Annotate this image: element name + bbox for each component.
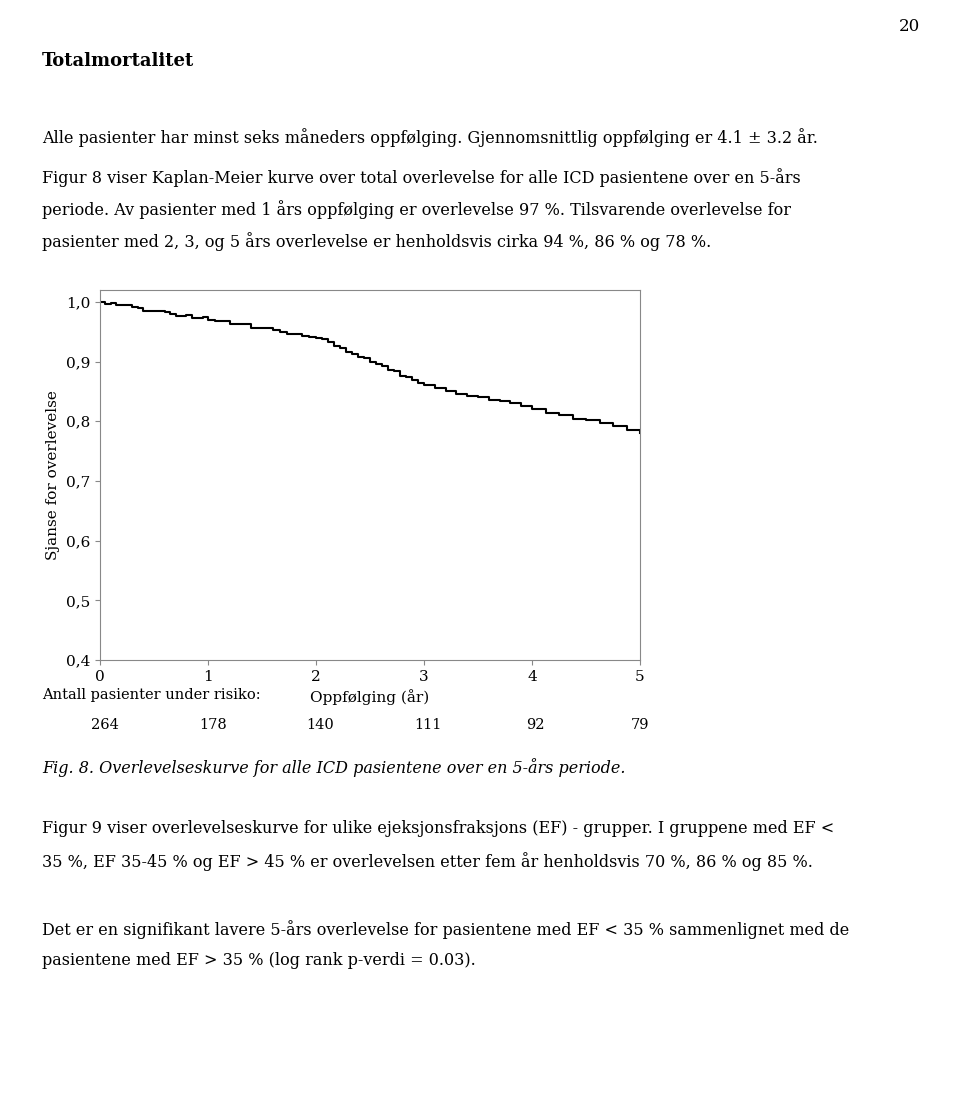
Text: pasientene med EF > 35 % (log rank p-verdi = 0.03).: pasientene med EF > 35 % (log rank p-ver… xyxy=(42,952,476,969)
Text: Antall pasienter under risiko:: Antall pasienter under risiko: xyxy=(42,688,260,702)
Text: Figur 9 viser overlevelseskurve for ulike ejeksjonsfraksjons (EF) - grupper. I g: Figur 9 viser overlevelseskurve for ulik… xyxy=(42,820,834,837)
Text: 35 %, EF 35-45 % og EF > 45 % er overlevelsen etter fem år henholdsvis 70 %, 86 : 35 %, EF 35-45 % og EF > 45 % er overlev… xyxy=(42,852,813,871)
Text: 20: 20 xyxy=(899,18,920,35)
Text: Figur 8 viser Kaplan-Meier kurve over total overlevelse for alle ICD pasientene : Figur 8 viser Kaplan-Meier kurve over to… xyxy=(42,168,801,187)
Text: Fig. 8. Overlevelseskurve for alle ICD pasientene over en 5-års periode.: Fig. 8. Overlevelseskurve for alle ICD p… xyxy=(42,758,626,777)
Text: 92: 92 xyxy=(526,718,544,732)
Text: periode. Av pasienter med 1 års oppfølging er overlevelse 97 %. Tilsvarende over: periode. Av pasienter med 1 års oppfølgi… xyxy=(42,200,791,219)
Text: 178: 178 xyxy=(199,718,227,732)
Text: 79: 79 xyxy=(631,718,649,732)
Text: 140: 140 xyxy=(306,718,334,732)
Text: 264: 264 xyxy=(91,718,119,732)
Text: Totalmortalitet: Totalmortalitet xyxy=(42,52,194,70)
Text: 111: 111 xyxy=(415,718,442,732)
Text: Det er en signifikant lavere 5-års overlevelse for pasientene med EF < 35 % samm: Det er en signifikant lavere 5-års overl… xyxy=(42,920,850,938)
Text: Alle pasienter har minst seks måneders oppfølging. Gjennomsnittlig oppfølging er: Alle pasienter har minst seks måneders o… xyxy=(42,128,818,147)
Y-axis label: Sjanse for overlevelse: Sjanse for overlevelse xyxy=(46,390,60,560)
Text: pasienter med 2, 3, og 5 års overlevelse er henholdsvis cirka 94 %, 86 % og 78 %: pasienter med 2, 3, og 5 års overlevelse… xyxy=(42,232,711,251)
X-axis label: Oppfølging (år): Oppfølging (år) xyxy=(310,689,430,705)
